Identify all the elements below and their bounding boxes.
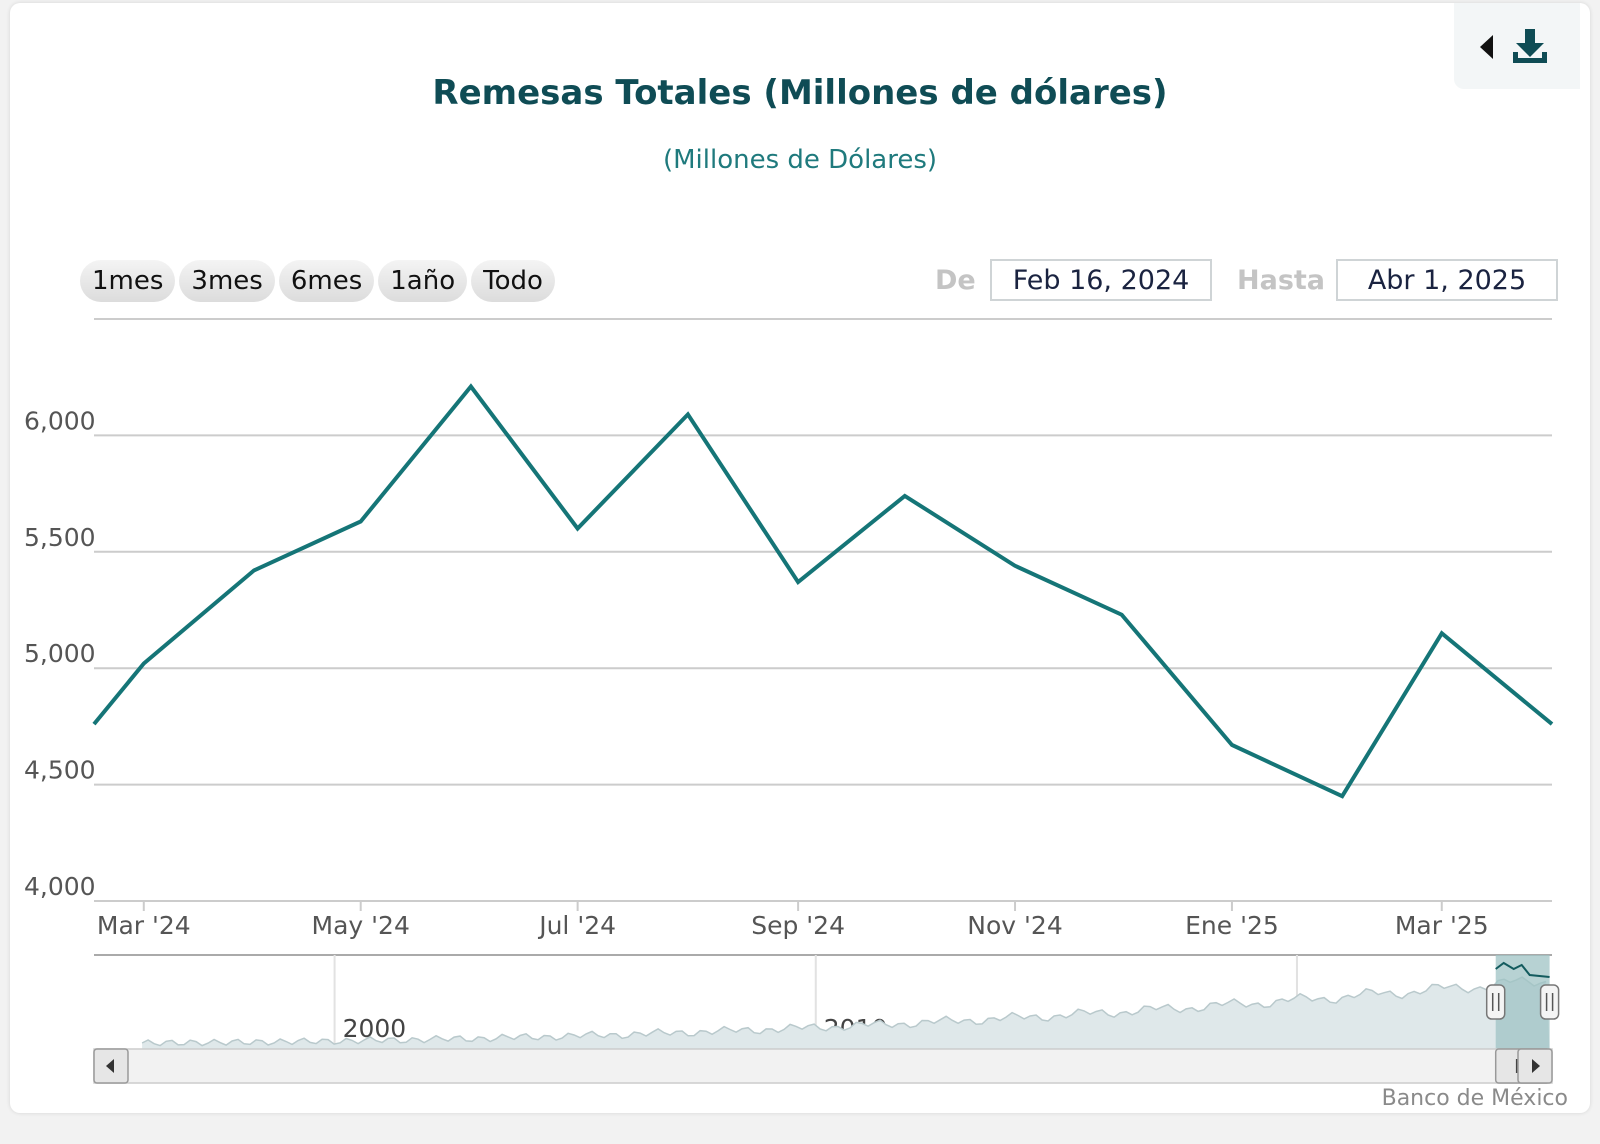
- credits-text[interactable]: Banco de México: [1381, 1086, 1568, 1111]
- x-tick-label: Nov '24: [967, 911, 1062, 940]
- chart-subtitle: (Millones de Dólares): [662, 145, 938, 175]
- to-date-input[interactable]: Abr 1, 2025: [1336, 259, 1558, 301]
- caret-left-icon[interactable]: [1480, 35, 1493, 59]
- chart-plot: 4,000 4,500 5,000 5,500 6,000 Mar '24 May '24 J…: [24, 318, 1560, 1084]
- to-label: Hasta: [1237, 265, 1326, 296]
- scroll-left-arrow-icon: [106, 1059, 114, 1073]
- chart-title: Remesas Totales (Millones de dólares): [432, 73, 1168, 113]
- navigator-tick-label: 2000: [343, 1014, 407, 1043]
- y-tick-label: 4,500: [24, 756, 96, 785]
- scrollbar-track[interactable]: [93, 1048, 1553, 1084]
- x-tick-label: Jul '24: [537, 911, 616, 940]
- y-tick-label: 5,000: [24, 639, 96, 668]
- range-button-1ano[interactable]: 1año: [378, 260, 468, 302]
- x-tick-label: May '24: [312, 911, 410, 940]
- range-button-6mes[interactable]: 6mes: [278, 260, 375, 302]
- range-button-3mes[interactable]: 3mes: [179, 260, 275, 302]
- range-button-1mes[interactable]: 1mes: [80, 260, 176, 302]
- download-icon[interactable]: [1512, 27, 1548, 65]
- navigator-line: [141, 976, 1547, 1047]
- navigator-area: [142, 977, 1550, 1049]
- navigator-left-handle[interactable]: [1485, 984, 1506, 1020]
- export-menu[interactable]: [1454, 3, 1580, 89]
- from-date-input[interactable]: Feb 16, 2024: [990, 259, 1212, 301]
- from-label: De: [935, 265, 976, 296]
- x-tick-label: Ene '25: [1185, 911, 1279, 940]
- x-tick-label: Sep '24: [751, 911, 845, 940]
- series-line: [92, 383, 1554, 799]
- navigator-right-handle[interactable]: [1539, 984, 1560, 1020]
- x-tick-label: Mar '25: [1395, 911, 1489, 940]
- y-tick-label: 4,000: [24, 872, 96, 901]
- range-button-todo[interactable]: Todo: [471, 260, 555, 302]
- y-tick-label: 5,500: [24, 523, 96, 552]
- x-tick-label: Mar '24: [97, 911, 191, 940]
- chart-card: Remesas Totales (Millones de dólares) (M…: [10, 3, 1590, 1113]
- range-selector-buttons: 1mes 3mes 6mes 1año Todo: [80, 260, 555, 302]
- navigator-selection-line: [1495, 961, 1550, 978]
- y-tick-label: 6,000: [24, 406, 96, 435]
- scroll-right-arrow-icon: [1532, 1059, 1540, 1073]
